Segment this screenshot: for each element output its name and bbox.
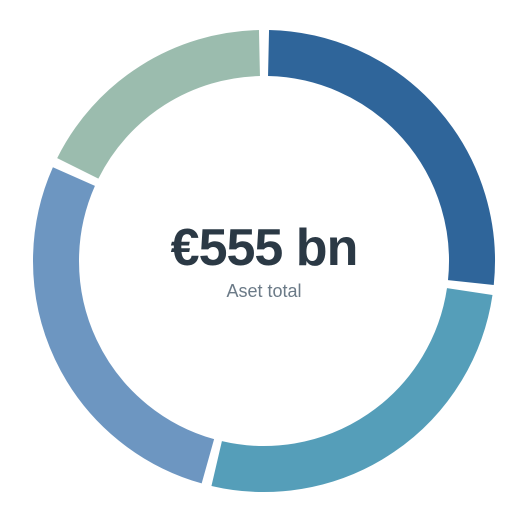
- donut-segment-2: [217, 292, 470, 469]
- donut-segment-4: [78, 53, 260, 168]
- donut-svg: [0, 0, 528, 522]
- donut-chart: €555 bn Aset total: [0, 0, 528, 522]
- donut-segment-3: [56, 177, 208, 462]
- donut-segment-1: [269, 53, 472, 283]
